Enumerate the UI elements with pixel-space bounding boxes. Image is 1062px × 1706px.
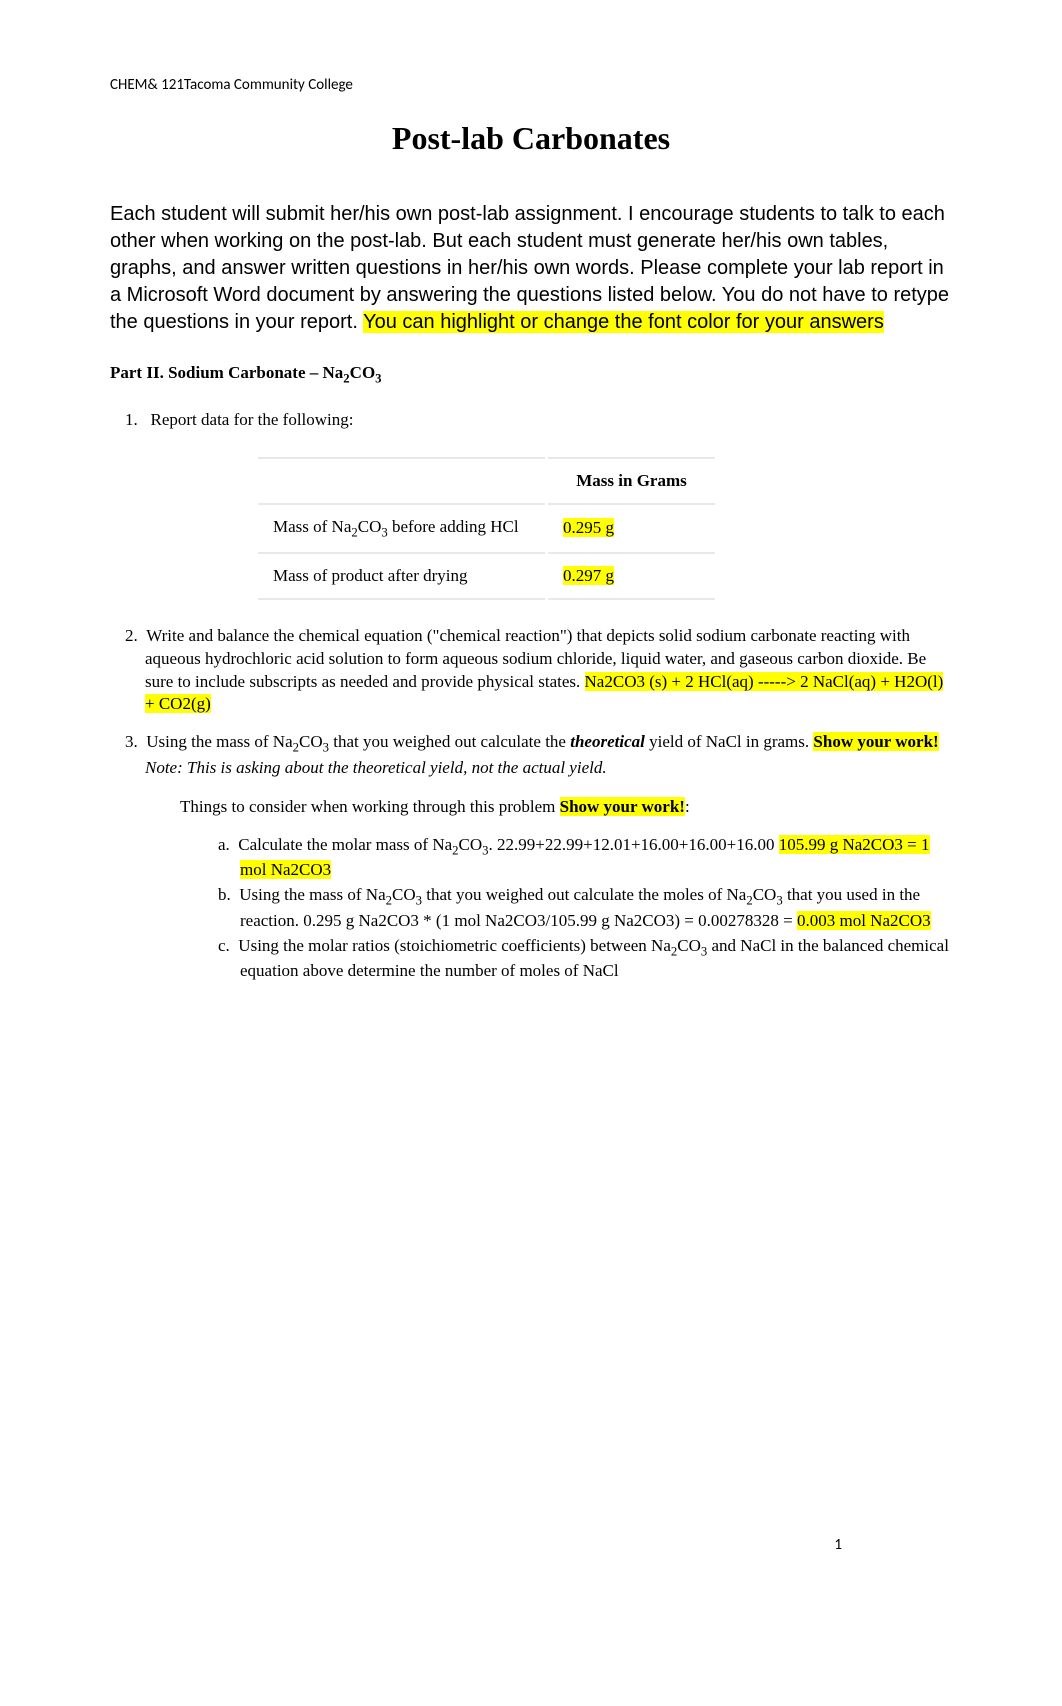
a-suffix: . 22.99+22.99+12.01+16.00+16.00+16.00 xyxy=(489,835,779,854)
item-c: c. Using the molar ratios (stoichiometri… xyxy=(110,935,952,984)
section-mid: CO xyxy=(350,363,376,382)
table-row1-value: 0.295 g xyxy=(547,504,717,553)
document-title: Post-lab Carbonates xyxy=(110,116,952,161)
c-letter: c. xyxy=(218,936,230,955)
q3-show-work: Show your work! xyxy=(813,732,938,751)
q3-suffix: yield of NaCl in grams. xyxy=(645,732,814,751)
b-mid3: CO xyxy=(753,885,777,904)
item-a: a. Calculate the molar mass of Na2CO3. 2… xyxy=(110,834,952,883)
q3-mid1: CO xyxy=(299,732,323,751)
section-prefix: Part II. Sodium Carbonate – Na xyxy=(110,363,343,382)
table-row1-label: Mass of Na2CO3 before adding HCl xyxy=(257,504,547,553)
b-mid1: CO xyxy=(392,885,416,904)
table-empty-header xyxy=(257,458,547,504)
question-3: 3. Using the mass of Na2CO3 that you wei… xyxy=(110,731,952,780)
table-row2-label: Mass of product after drying xyxy=(257,553,547,599)
consider-heading: Things to consider when working through … xyxy=(110,795,952,819)
intro-highlight: You can highlight or change the font col… xyxy=(363,311,884,333)
page-container: CHEM& 121Tacoma Community College Post-l… xyxy=(110,75,952,1631)
section-sub2: 3 xyxy=(375,371,381,385)
a-mid: CO xyxy=(459,835,483,854)
question-1: 1. Report data for the following: xyxy=(110,408,952,432)
row2-value-highlight: 0.297 g xyxy=(563,566,614,585)
q3-prefix: Using the mass of Na xyxy=(146,732,292,751)
consider-text: Things to consider when working through … xyxy=(180,797,560,816)
item-b: b. Using the mass of Na2CO3 that you wei… xyxy=(110,884,952,933)
table-row2-value: 0.297 g xyxy=(547,553,717,599)
course-header: CHEM& 121Tacoma Community College xyxy=(110,75,952,96)
data-table: Mass in Grams Mass of Na2CO3 before addi… xyxy=(255,457,718,600)
table-header-row: Mass in Grams xyxy=(257,458,717,504)
page-number: 1 xyxy=(834,1535,842,1556)
question-2: 2. Write and balance the chemical equati… xyxy=(110,625,952,717)
row1-value-highlight: 0.295 g xyxy=(563,518,614,537)
row1-suffix: before adding HCl xyxy=(388,517,519,536)
b-letter: b. xyxy=(218,885,231,904)
q3-note: Note: This is asking about the theoretic… xyxy=(145,758,607,777)
q2-number: 2. xyxy=(125,626,138,645)
q1-number: 1. xyxy=(125,410,138,429)
q3-mid2: that you weighed out calculate the xyxy=(329,732,570,751)
c-mid: CO xyxy=(677,936,701,955)
consider-show-work: Show your work! xyxy=(560,797,685,816)
q3-number: 3. xyxy=(125,732,138,751)
row1-mid: CO xyxy=(358,517,382,536)
a-prefix: Calculate the molar mass of Na xyxy=(238,835,452,854)
table-header-mass: Mass in Grams xyxy=(547,458,717,504)
b-answer: 0.003 mol Na2CO3 xyxy=(797,911,931,930)
q1-text: Report data for the following: xyxy=(151,410,354,429)
section-heading: Part II. Sodium Carbonate – Na2CO3 xyxy=(110,361,952,388)
consider-colon: : xyxy=(685,797,690,816)
row1-prefix: Mass of Na xyxy=(273,517,351,536)
c-prefix: Using the molar ratios (stoichiometric c… xyxy=(238,936,671,955)
table-row: Mass of product after drying 0.297 g xyxy=(257,553,717,599)
q3-theoretical: theoretical xyxy=(570,732,645,751)
b-prefix: Using the mass of Na xyxy=(239,885,385,904)
a-letter: a. xyxy=(218,835,230,854)
b-mid2: that you weighed out calculate the moles… xyxy=(422,885,746,904)
intro-paragraph: Each student will submit her/his own pos… xyxy=(110,201,952,336)
table-row: Mass of Na2CO3 before adding HCl 0.295 g xyxy=(257,504,717,553)
